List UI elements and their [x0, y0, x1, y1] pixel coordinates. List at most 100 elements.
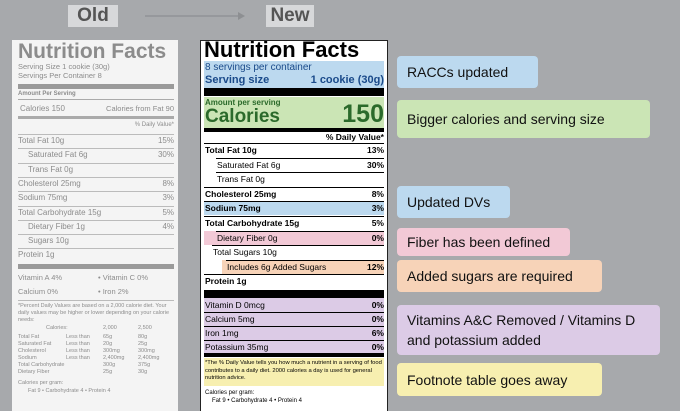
old-table-cell: 65g: [103, 334, 113, 340]
new-row-label: Saturated Fat 6g: [217, 159, 281, 170]
new-vitamin: Vitamin D 0mcg: [205, 300, 265, 310]
rule: [18, 219, 174, 221]
new-row-label: Dietary Fiber 0g: [217, 232, 278, 243]
rule: [212, 245, 384, 247]
old-table-cell: Total Fat: [18, 334, 40, 340]
old-row-label: Saturated Fat 6g: [28, 150, 88, 160]
old-row-label: Total Carbohydrate 15g: [18, 207, 102, 217]
rule: [18, 248, 174, 250]
old-table-header: Calories:: [46, 325, 68, 331]
new-amount: Amount per serving: [205, 98, 281, 107]
callout: Updated DVs: [397, 186, 510, 218]
rule: [204, 358, 384, 386]
rule: [18, 84, 174, 89]
new-row-dv: 8%: [371, 188, 384, 199]
rule: [18, 300, 174, 301]
new-row-dv: 30%: [366, 159, 384, 170]
new-row-label: Total Fat 10g: [205, 145, 257, 155]
new-row-dv: 5%: [371, 218, 384, 228]
callout: Footnote table goes away: [397, 363, 602, 396]
new-row-dv: 13%: [366, 145, 384, 155]
rule: [204, 298, 384, 353]
rule: [204, 201, 384, 203]
old-table-cell: Less than: [66, 348, 90, 354]
rule: [204, 128, 384, 132]
old-table-header: 2,000: [103, 325, 117, 331]
rule: [204, 340, 384, 341]
new-vitamin: Potassium 35mg: [205, 342, 269, 352]
old-row-dv: 15%: [157, 136, 174, 145]
old-table-cell: 20g: [103, 341, 113, 347]
old-table-cell: Sodium: [18, 355, 37, 361]
old-row-label: Total Fat 10g: [18, 136, 65, 145]
rule: [18, 162, 174, 164]
new-dv-header: % Daily Value*: [325, 132, 384, 142]
old-row-label: Trans Fat 0g: [28, 164, 74, 174]
old-row-dv: 4%: [162, 221, 174, 231]
old-vitamin: • Iron 2%: [98, 287, 129, 296]
rule: [18, 99, 174, 100]
rule: [204, 312, 384, 313]
new-serving-size: Serving size: [205, 74, 270, 86]
old-table-cell: Less than: [66, 341, 90, 347]
old-row-dv: 5%: [162, 207, 174, 217]
old-heading: Old: [68, 5, 118, 27]
old-table-cell: 300mg: [138, 348, 155, 354]
callout: Bigger calories and serving size: [397, 100, 650, 138]
rule: [204, 201, 384, 216]
new-cal-per-gram-values: Fat 9 • Carbohydrate 4 • Protein 4: [212, 398, 302, 404]
new-row-label: Sodium 75mg: [205, 203, 261, 214]
rule: [18, 134, 174, 135]
new-heading: New: [266, 5, 314, 27]
old-table-cell: 25g: [138, 341, 148, 347]
old-row-dv: 30%: [157, 150, 174, 160]
new-row-label: Total Sugars 10g: [213, 247, 277, 258]
rule: [18, 205, 174, 207]
new-row-dv: 3%: [371, 203, 384, 214]
rule: [204, 88, 384, 96]
rule: [204, 290, 384, 298]
rule: [216, 172, 384, 174]
new-servings: 8 servings per container: [205, 62, 312, 73]
new-vitamin-dv: 6%: [371, 328, 384, 338]
old-table-cell: 300g: [103, 362, 116, 368]
old-vitamin: Calcium 0%: [18, 287, 59, 296]
old-vitamin: Vitamin A 4%: [18, 273, 63, 282]
old-table-cell: 300mg: [103, 348, 120, 354]
new-row-label: Protein 1g: [205, 276, 247, 287]
new-vitamin-dv: 0%: [371, 314, 384, 324]
old-cal-per-gram: Calories per gram:: [18, 380, 64, 386]
rule: [204, 230, 384, 245]
new-serving-size-value: 1 cookie (30g): [310, 74, 384, 86]
rule: [222, 259, 384, 274]
old-row-dv: 8%: [162, 178, 174, 188]
new-row-dv: 0%: [371, 232, 384, 243]
old-row-label: Sugars 10g: [28, 236, 69, 246]
old-row-label: Dietary Fiber 1g: [28, 221, 85, 231]
new-row-label: Includes 6g Added Sugars: [227, 261, 327, 272]
new-footnote: *The % Daily Value tells you how much a …: [205, 360, 382, 381]
rule: [18, 234, 174, 236]
old-title: Nutrition Facts: [18, 40, 167, 63]
callout: RACCs updated: [397, 56, 538, 88]
old-calories: Calories 150: [20, 104, 65, 113]
old-cal-per-gram-values: Fat 9 • Carbohydrate 4 • Protein 4: [28, 388, 111, 394]
rule: [18, 191, 174, 193]
rule: [18, 176, 174, 178]
new-vitamin: Calcium 5mg: [205, 314, 255, 324]
rule: [204, 274, 384, 276]
old-row-dv: 3%: [162, 193, 174, 203]
rule: [204, 216, 384, 217]
old-table-cell: Cholesterol: [18, 348, 46, 354]
old-table-cell: 2,400mg: [138, 355, 160, 361]
rule: [18, 264, 174, 269]
old-row-label: Cholesterol 25mg: [18, 178, 81, 188]
rule: [18, 148, 174, 150]
callout: Fiber has been defined: [397, 228, 570, 256]
new-row-label: Trans Fat 0g: [217, 174, 265, 185]
old-amount: Amount Per Serving: [18, 91, 76, 97]
new-vitamin-dv: 0%: [371, 342, 384, 352]
rule: [204, 186, 384, 188]
rule: [204, 97, 384, 128]
